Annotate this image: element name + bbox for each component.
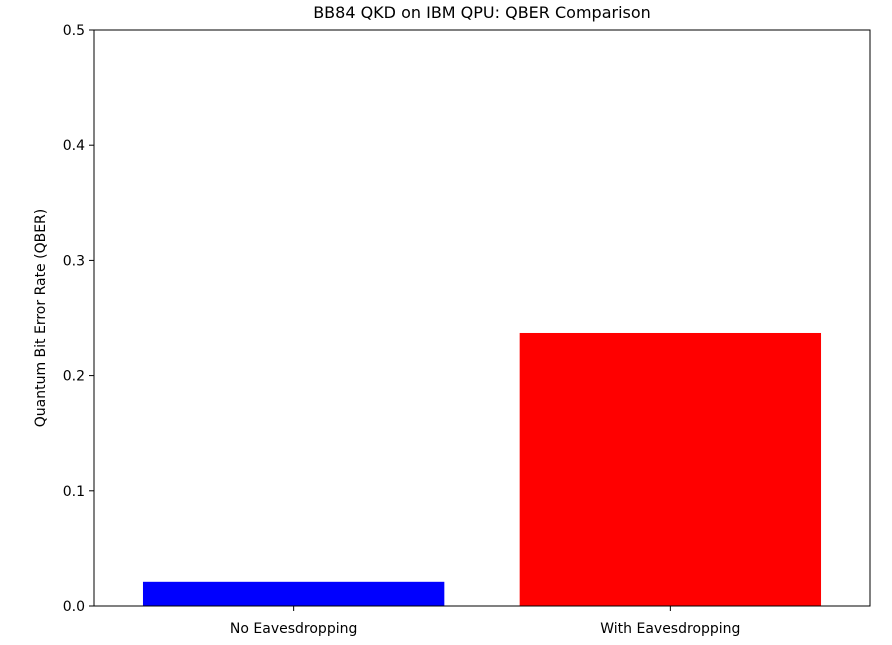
y-tick-label: 0.3 [63,253,85,269]
y-tick-label: 0.4 [63,138,85,154]
y-tick-label: 0.2 [63,369,85,385]
bars [142,332,822,606]
bar-no-eavesdropping [142,581,445,606]
x-tick-label: With Eavesdropping [600,621,740,637]
x-axis-ticks: No Eavesdropping With Eavesdropping [230,606,740,637]
bar-with-eavesdropping [519,332,822,606]
y-axis-ticks: 0.0 0.1 0.2 0.3 0.4 0.5 [63,23,94,615]
chart-title: BB84 QKD on IBM QPU: QBER Comparison [313,3,651,22]
y-tick-label: 0.5 [63,23,85,39]
x-tick-label: No Eavesdropping [230,621,357,637]
y-tick-label: 0.0 [63,599,85,615]
plot-frame [93,29,871,607]
y-axis-label: Quantum Bit Error Rate (QBER) [33,209,49,427]
y-tick-label: 0.1 [63,484,85,500]
